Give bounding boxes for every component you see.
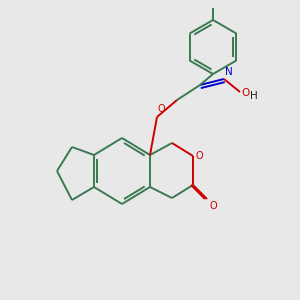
Text: O: O xyxy=(241,88,249,98)
Text: O: O xyxy=(158,104,166,114)
Text: H: H xyxy=(250,91,258,101)
Text: N: N xyxy=(225,67,233,77)
Text: O: O xyxy=(196,151,204,161)
Text: O: O xyxy=(209,201,217,211)
